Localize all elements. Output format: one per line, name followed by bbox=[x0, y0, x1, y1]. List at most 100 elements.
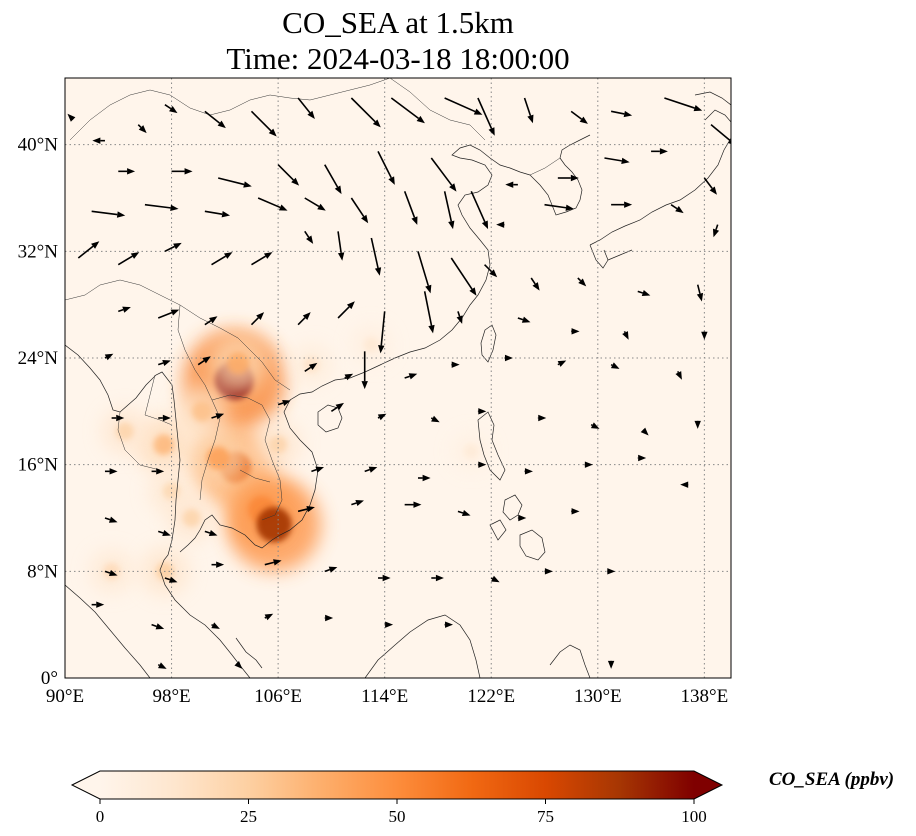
latitude-tick-label: 32°N bbox=[18, 241, 59, 262]
wind-arrow bbox=[607, 568, 616, 575]
co-hotspot bbox=[269, 435, 288, 454]
wind-arrow bbox=[361, 351, 368, 390]
wind-arrow bbox=[144, 203, 179, 212]
wind-arrow bbox=[710, 124, 731, 144]
wind-arrow bbox=[104, 353, 114, 361]
co-hotspot bbox=[464, 444, 479, 459]
wind-vector-field bbox=[67, 97, 731, 669]
wind-arrow bbox=[577, 277, 587, 287]
colorbar-tick-label: 50 bbox=[389, 807, 406, 826]
co-hotspot bbox=[227, 352, 250, 375]
wind-arrow bbox=[443, 191, 455, 230]
wind-arrow bbox=[604, 157, 630, 165]
wind-arrow bbox=[211, 252, 233, 266]
wind-arrow bbox=[430, 157, 457, 192]
wind-arrow bbox=[204, 529, 218, 537]
co-concentration-field bbox=[89, 325, 491, 596]
wind-arrow bbox=[104, 569, 118, 577]
longitude-tick-label: 90°E bbox=[46, 686, 84, 707]
wind-arrow bbox=[694, 420, 701, 429]
wind-arrow bbox=[517, 514, 527, 522]
wind-arrow bbox=[477, 97, 495, 136]
wind-arrow bbox=[703, 177, 717, 195]
wind-arrow bbox=[484, 264, 498, 278]
wind-arrow bbox=[640, 427, 649, 436]
wind-arrow bbox=[137, 124, 147, 134]
co-hotspot bbox=[153, 434, 174, 456]
wind-arrow bbox=[377, 150, 395, 185]
wind-arrow bbox=[384, 621, 394, 628]
wind-arrow bbox=[637, 289, 651, 297]
wind-arrow bbox=[118, 306, 131, 313]
colorbar-gradient bbox=[100, 771, 694, 799]
map-frame bbox=[64, 77, 732, 679]
co-hotspot bbox=[182, 509, 201, 527]
wind-arrow bbox=[431, 574, 444, 582]
wind-arrow bbox=[157, 529, 171, 537]
wind-arrow bbox=[234, 660, 243, 669]
wind-arrow bbox=[311, 466, 325, 473]
wind-arrow bbox=[164, 242, 182, 253]
wind-arrow bbox=[257, 197, 288, 211]
wind-arrow bbox=[557, 174, 579, 182]
wind-arrow bbox=[477, 461, 487, 468]
wind-arrow bbox=[304, 362, 318, 372]
wind-arrow bbox=[297, 312, 311, 326]
wind-arrow bbox=[350, 97, 381, 128]
wind-arrow bbox=[151, 623, 165, 630]
wind-arrow bbox=[417, 474, 431, 482]
colorbar-min-extension bbox=[72, 771, 100, 799]
co-hotspot bbox=[256, 507, 292, 543]
wind-arrow bbox=[157, 662, 167, 669]
wind-arrow bbox=[490, 575, 500, 583]
wind-arrow bbox=[450, 257, 477, 296]
longitude-tick-label: 138°E bbox=[681, 686, 729, 707]
wind-arrow bbox=[111, 414, 125, 422]
colorbar-tick-label: 75 bbox=[537, 807, 554, 826]
co-hotspot bbox=[192, 401, 213, 422]
wind-arrow bbox=[264, 613, 274, 621]
longitude-tick-label: 98°E bbox=[152, 686, 190, 707]
longitude-tick-label: 122°E bbox=[467, 686, 515, 707]
latitude-tick-label: 8°N bbox=[27, 561, 58, 582]
latitude-tick-label: 40°N bbox=[18, 135, 59, 156]
wind-arrow bbox=[217, 177, 252, 188]
latitude-tick-labels: 0° 8°N 16°N 24°N 32°N 40°N bbox=[18, 135, 59, 689]
wind-arrow bbox=[337, 301, 355, 319]
longitude-tick-labels: 90°E 98°E 106°E 114°E 122°E 130°E 138°E bbox=[46, 686, 728, 707]
country-borders bbox=[65, 78, 561, 521]
wind-arrow bbox=[164, 104, 178, 114]
wind-arrow bbox=[370, 237, 382, 276]
wind-arrow bbox=[403, 191, 418, 225]
wind-arrow bbox=[324, 614, 334, 622]
map-subtitle-time: Time: 2024-03-18 18:00:00 bbox=[226, 41, 570, 76]
wind-arrow bbox=[378, 311, 386, 354]
wind-arrow bbox=[530, 277, 540, 291]
wind-arrow bbox=[570, 110, 588, 124]
wind-arrow bbox=[590, 422, 600, 429]
wind-arrow bbox=[211, 622, 220, 629]
co-hotspot bbox=[162, 482, 181, 500]
wind-arrow bbox=[211, 413, 225, 420]
wind-arrow bbox=[544, 203, 574, 211]
wind-arrow bbox=[118, 168, 136, 175]
colorbar-max-extension bbox=[694, 771, 722, 799]
wind-arrow bbox=[250, 110, 277, 137]
wind-arrow bbox=[297, 505, 315, 513]
wind-arrow bbox=[611, 201, 633, 208]
wind-arrow bbox=[377, 413, 387, 421]
wind-arrow bbox=[204, 316, 218, 326]
wind-arrow bbox=[477, 408, 487, 415]
wind-arrow bbox=[571, 508, 580, 515]
wind-arrow bbox=[610, 362, 620, 369]
colorbar: 0 25 50 75 100 bbox=[70, 770, 724, 826]
wind-arrow bbox=[117, 252, 140, 266]
colorbar-tick-label: 0 bbox=[96, 807, 105, 826]
wind-arrow bbox=[277, 164, 300, 186]
wind-arrow bbox=[701, 331, 708, 340]
latitude-tick-label: 24°N bbox=[18, 348, 59, 369]
wind-arrow bbox=[171, 168, 193, 175]
wind-arrow bbox=[444, 97, 483, 115]
wind-arrow bbox=[451, 361, 460, 368]
wind-arrow bbox=[330, 402, 344, 412]
